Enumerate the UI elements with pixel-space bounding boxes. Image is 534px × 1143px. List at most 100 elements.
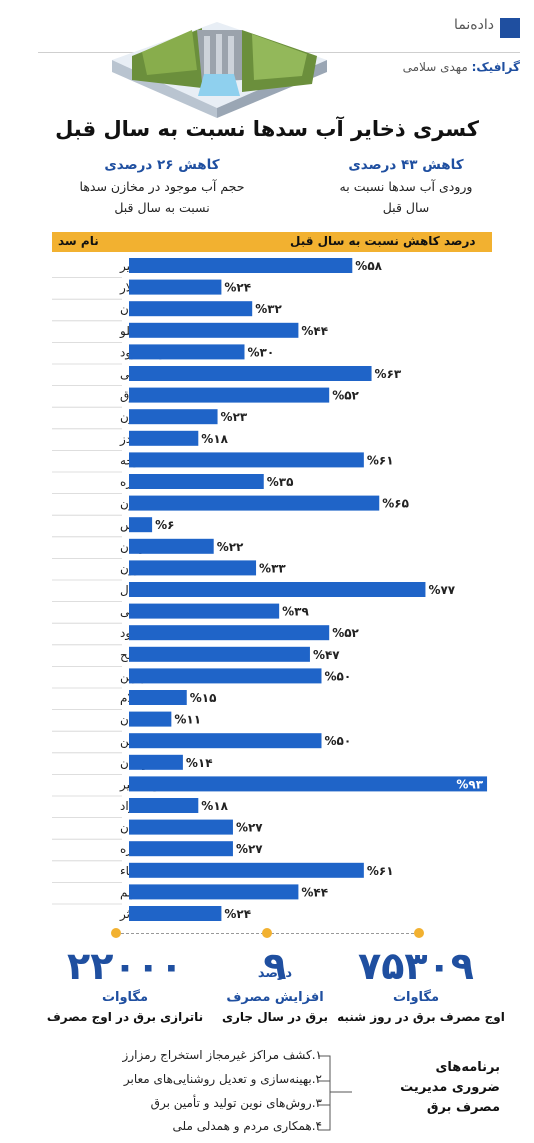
value-label: %۵۲	[332, 389, 359, 403]
bar	[129, 344, 245, 360]
value-label: %۳۹	[282, 605, 309, 619]
programs-title: برنامه‌های ضروری مدیریت مصرف برق	[390, 1058, 500, 1118]
program-item: ۴.همکاری مردم و همدلی ملی	[172, 1119, 322, 1133]
program-item: ۲.بهینه‌سازی و تعدیل روشنایی‌های معابر	[123, 1072, 322, 1086]
bar	[129, 301, 253, 317]
value-label: %۱۵	[190, 691, 217, 705]
brand-name: داده‌نما	[454, 17, 494, 33]
brand-logo-square	[500, 18, 520, 38]
value-label: %۴۴	[301, 885, 328, 899]
power-deficit-unit: مگاوات	[101, 990, 149, 1005]
peak-consumption-unit: مگاوات	[392, 990, 440, 1005]
programs-title-line2: ضروری مدیریت	[400, 1080, 500, 1095]
value-label: %۲۴	[224, 907, 251, 921]
value-label: %۵۸	[355, 259, 382, 273]
value-label: %۲۷	[236, 821, 263, 835]
programs-title-line1: برنامه‌های	[435, 1060, 500, 1075]
dam-illustration	[112, 22, 327, 118]
bar	[129, 279, 222, 295]
value-label: %۳۵	[267, 475, 294, 489]
bar	[129, 495, 380, 511]
bar	[129, 884, 299, 900]
value-label: %۴۴	[301, 324, 328, 338]
bar	[129, 258, 353, 273]
stat-storage-highlight: کاهش ۲۶ درصدی	[104, 157, 220, 173]
category-label: دز	[119, 432, 131, 447]
stat-inflow: کاهش ۴۳ درصدی ورودی آب سدها نسبت به سال …	[296, 155, 516, 218]
stat-dot	[111, 928, 121, 938]
consumption-increase-label: افزایش مصرف	[226, 990, 324, 1005]
credit-name: مهدی سلامی	[402, 60, 468, 74]
x-axis-label: درصد کاهش نسبت به سال قبل	[290, 234, 476, 248]
bar	[129, 603, 280, 619]
bar	[129, 841, 233, 857]
bar	[129, 430, 199, 446]
bar	[129, 906, 222, 921]
bar	[129, 668, 322, 684]
value-label: %۹۳	[456, 777, 483, 791]
value-label: %۶۱	[367, 864, 394, 878]
stat-inflow-line1: ورودی آب سدها نسبت به	[339, 179, 473, 194]
value-label: %۵۰	[325, 669, 352, 683]
bar	[129, 733, 322, 749]
power-deficit-number: ۲۲۰۰۰	[67, 944, 183, 988]
value-label: %۵۲	[332, 626, 359, 640]
value-label: %۲۴	[224, 281, 251, 295]
bar	[129, 560, 257, 576]
peak-consumption-number: ۷۵۳۰۹	[358, 944, 474, 988]
stat-storage-line2: نسبت به سال قبل	[114, 200, 210, 215]
value-label: %۴۷	[313, 648, 340, 662]
value-label: %۶	[155, 518, 174, 532]
value-label: %۱۸	[201, 432, 228, 446]
bar	[129, 754, 183, 770]
value-label: %۲۳	[221, 410, 248, 424]
bar	[129, 582, 426, 597]
value-label: %۷۷	[428, 583, 455, 597]
value-label: %۲۲	[217, 540, 244, 554]
bar	[129, 690, 187, 705]
peak-consumption-desc: اوج مصرف برق در روز شنبه	[337, 1010, 505, 1024]
bar	[129, 366, 372, 381]
power-deficit-desc: ناترازی برق در اوج مصرف	[46, 1010, 204, 1024]
bar	[129, 798, 199, 813]
value-label: %۱۸	[201, 799, 228, 813]
program-item: ۳.روش‌های نوین تولید و تأمین برق	[150, 1096, 322, 1110]
consumption-increase-desc: برق در سال جاری	[221, 1010, 329, 1024]
bar	[129, 387, 330, 403]
programs-title-line3: مصرف برق	[426, 1100, 500, 1115]
bar	[129, 646, 310, 662]
stat-dot	[262, 928, 272, 938]
value-label: %۳۲	[255, 302, 282, 316]
value-label: %۶۵	[382, 497, 409, 511]
bar	[129, 322, 299, 338]
stat-storage-line1: حجم آب موجود در مخازن سدها	[79, 179, 245, 194]
bar	[129, 452, 364, 468]
bar	[129, 517, 153, 533]
bar	[129, 711, 172, 727]
value-label: %۳۳	[259, 561, 286, 575]
credit-label: گرافیک:	[471, 60, 520, 74]
value-label: %۵۰	[325, 734, 352, 748]
value-label: %۲۷	[236, 842, 263, 856]
bar	[129, 409, 218, 425]
value-label: %۶۱	[367, 453, 394, 467]
stat-dot	[414, 928, 424, 938]
bar	[129, 538, 214, 554]
bar-chart: امیرکبیر%۵۸لار%۲۴طالقان%۳۲لتیان-ماملو%۴۴…	[52, 258, 488, 922]
chart-title: کسری ذخایر آب سدها نسبت به سال قبل	[55, 117, 479, 141]
stat-inflow-highlight: کاهش ۴۳ درصدی	[348, 157, 464, 173]
consumption-increase-number: ۹	[263, 944, 287, 988]
graphic-credit: گرافیک: مهدی سلامی	[403, 60, 520, 74]
bar	[129, 819, 233, 835]
program-item: ۱.کشف مراکز غیرمجاز استخراج رمزارز	[122, 1048, 322, 1062]
y-axis-label: نام سد	[58, 234, 99, 248]
bar	[129, 862, 364, 878]
bar	[129, 776, 488, 792]
bar	[129, 474, 264, 489]
programs-bracket	[318, 1055, 352, 1131]
bar	[129, 625, 330, 641]
value-label: %۳۰	[248, 345, 275, 359]
chart-header-bar	[52, 232, 492, 252]
value-label: %۱۱	[174, 713, 201, 727]
value-label: %۱۴	[186, 756, 213, 770]
